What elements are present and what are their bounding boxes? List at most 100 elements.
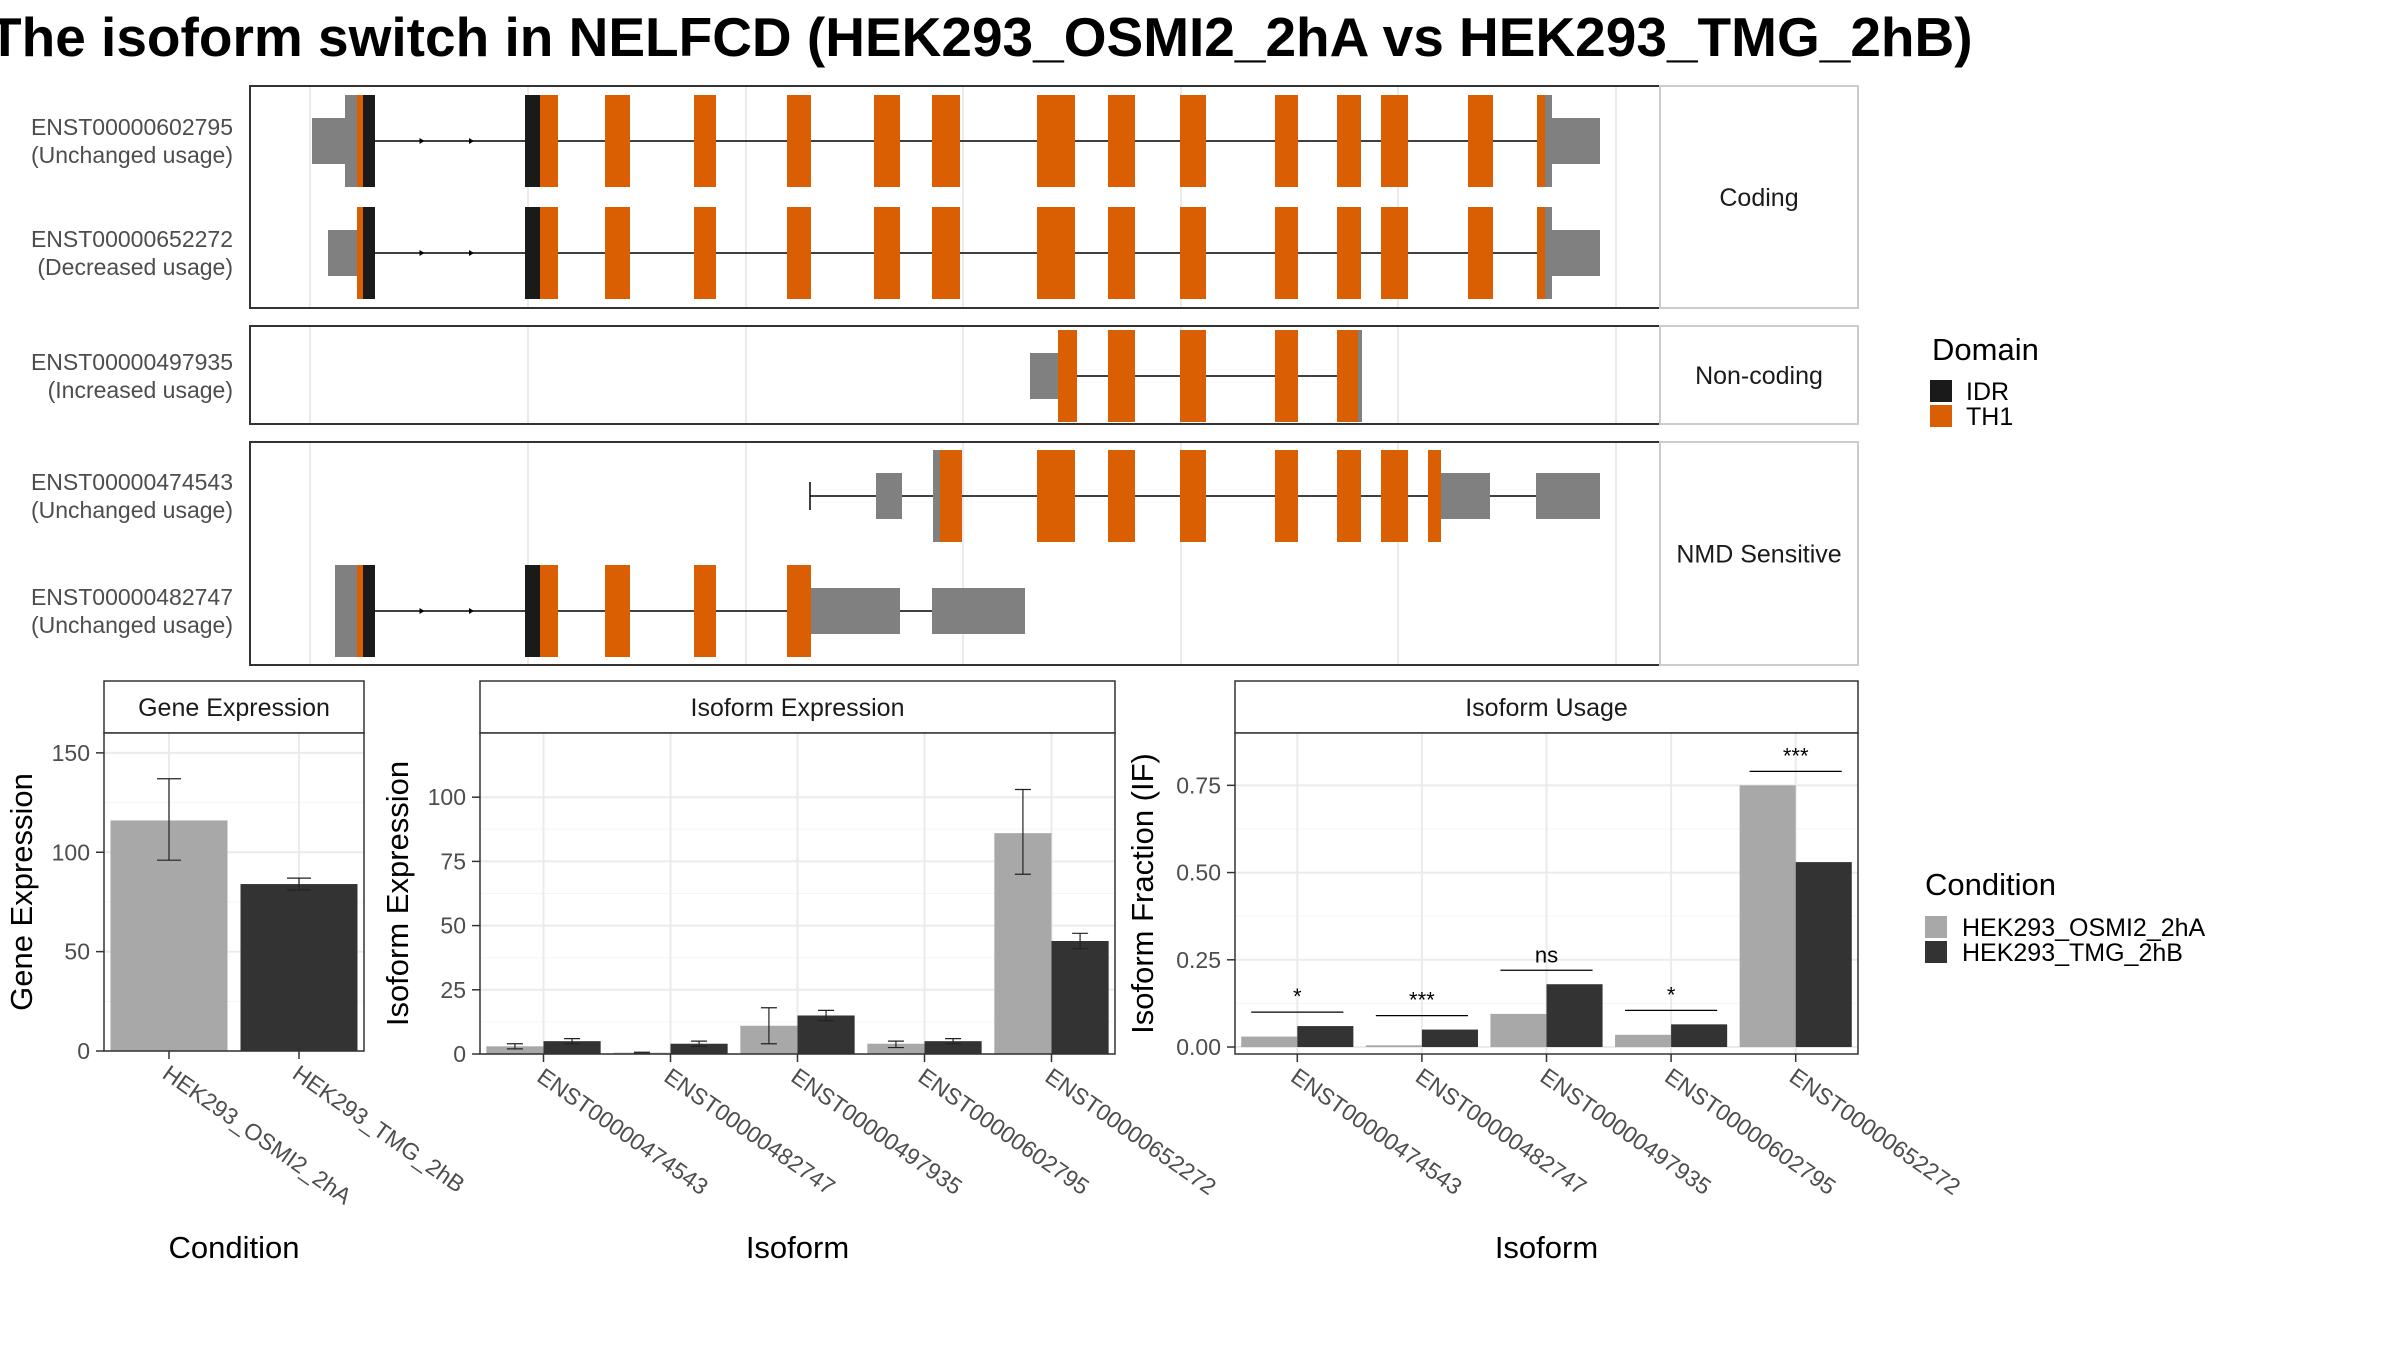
chart-panel-border bbox=[103, 732, 365, 1052]
significance-label: *** bbox=[1783, 743, 1809, 768]
transcript-usage-label: (Unchanged usage) bbox=[31, 142, 233, 168]
structure-facet-strip bbox=[1659, 325, 1859, 425]
intron-direction-arrow bbox=[469, 608, 474, 614]
exon-th1-domain bbox=[1337, 330, 1358, 422]
intron-direction-arrow bbox=[419, 250, 425, 256]
significance-label: * bbox=[1667, 982, 1676, 1007]
exon-utr bbox=[811, 588, 900, 634]
exon-th1-domain bbox=[694, 95, 716, 187]
structure-facet-label: NMD Sensitive bbox=[1676, 541, 1841, 569]
exon-utr bbox=[1030, 353, 1058, 399]
exon-utr bbox=[1441, 473, 1490, 519]
structure-facet-strip bbox=[1659, 441, 1859, 666]
exon-idr-domain bbox=[363, 207, 375, 299]
exon-th1-domain bbox=[1337, 207, 1361, 299]
intron-direction-arrow bbox=[469, 250, 474, 256]
x-axis-title: Isoform bbox=[746, 1230, 849, 1265]
bar-tmg bbox=[1671, 1024, 1728, 1048]
exon-th1-domain bbox=[1108, 95, 1135, 187]
condition-legend: Condition HEK293_OSMI2_2hA HEK293_TMG_2h… bbox=[1925, 867, 2206, 967]
condition-legend-key-osmi bbox=[1925, 916, 1947, 938]
y-tick-label: 0.50 bbox=[1176, 860, 1221, 886]
condition-legend-title: Condition bbox=[1925, 867, 2056, 902]
chart-strip-title: Isoform Usage bbox=[1465, 694, 1628, 722]
y-axis-title: Isoform Expression bbox=[380, 761, 415, 1026]
bar-osmi bbox=[1490, 1013, 1547, 1048]
condition-legend-label-tmg: HEK293_TMG_2hB bbox=[1962, 939, 2183, 967]
y-tick-label: 150 bbox=[52, 740, 90, 766]
exon-th1-domain bbox=[1381, 207, 1408, 299]
domain-legend-label-idr: IDR bbox=[1966, 378, 2009, 406]
exon-th1-domain bbox=[540, 565, 558, 657]
exon-utr bbox=[328, 230, 357, 276]
exon-th1-domain bbox=[1275, 207, 1298, 299]
exon-utr bbox=[933, 450, 940, 542]
bar-tmg bbox=[670, 1043, 728, 1054]
exon-th1-domain bbox=[932, 207, 960, 299]
exon-th1-domain bbox=[540, 207, 558, 299]
y-tick-label: 0 bbox=[77, 1038, 90, 1064]
x-axis-title: Condition bbox=[169, 1230, 300, 1265]
transcript-usage-label: (Decreased usage) bbox=[37, 254, 233, 280]
exon-th1-domain bbox=[1180, 450, 1206, 542]
condition-legend-label-osmi: HEK293_OSMI2_2hA bbox=[1962, 914, 2206, 942]
chart-strip bbox=[1234, 680, 1859, 734]
exon-th1-domain bbox=[787, 565, 811, 657]
exon-utr bbox=[1545, 207, 1552, 299]
bar-osmi bbox=[1739, 785, 1796, 1048]
exon-th1-domain bbox=[932, 95, 960, 187]
exon-th1-domain bbox=[1108, 207, 1135, 299]
exon-th1-domain bbox=[1275, 95, 1298, 187]
exon-th1-domain bbox=[1275, 450, 1298, 542]
exon-th1-domain bbox=[1037, 207, 1075, 299]
y-tick-label: 0.75 bbox=[1176, 772, 1221, 798]
exon-utr bbox=[345, 95, 357, 187]
exon-th1-domain bbox=[1180, 95, 1206, 187]
y-tick-label: 0.00 bbox=[1176, 1034, 1221, 1060]
y-axis-title: Gene Expression bbox=[4, 773, 39, 1011]
exon-th1-domain bbox=[540, 95, 558, 187]
chart-strip bbox=[103, 680, 365, 734]
intron-direction-arrow bbox=[419, 608, 425, 614]
exon-th1-domain bbox=[1381, 450, 1408, 542]
exon-utr bbox=[345, 565, 357, 657]
exon-idr-domain bbox=[525, 565, 540, 657]
exon-th1-domain bbox=[1037, 450, 1075, 542]
bar-tmg bbox=[1297, 1026, 1354, 1048]
exon-th1-domain bbox=[1468, 95, 1493, 187]
exon-th1-domain bbox=[694, 565, 716, 657]
significance-label: * bbox=[1293, 984, 1302, 1009]
structure-facet-label: Non-coding bbox=[1695, 362, 1823, 390]
significance-label: *** bbox=[1409, 988, 1435, 1013]
exon-utr bbox=[1358, 330, 1362, 422]
exon-th1-domain bbox=[874, 95, 900, 187]
exon-utr bbox=[335, 565, 345, 657]
exon-th1-domain bbox=[1108, 330, 1135, 422]
exon-th1-domain bbox=[605, 207, 630, 299]
exon-th1-domain bbox=[1468, 207, 1493, 299]
figure-title: The isoform switch in NELFCD (HEK293_OSM… bbox=[0, 6, 1973, 68]
exon-utr bbox=[932, 588, 1025, 634]
bar-tmg bbox=[543, 1041, 601, 1054]
bar-osmi bbox=[1241, 1036, 1298, 1048]
y-tick-label: 0.25 bbox=[1176, 947, 1221, 973]
bar-osmi bbox=[1615, 1034, 1672, 1048]
y-tick-label: 75 bbox=[440, 848, 466, 874]
domain-legend-key-idr bbox=[1930, 380, 1952, 402]
transcript-id-label: ENST00000482747 bbox=[31, 584, 233, 610]
exon-th1-domain bbox=[357, 207, 363, 299]
y-tick-label: 100 bbox=[52, 839, 90, 865]
y-tick-label: 100 bbox=[428, 784, 466, 810]
exon-th1-domain bbox=[1337, 450, 1361, 542]
significance-label: ns bbox=[1535, 942, 1558, 967]
transcript-id-label: ENST00000474543 bbox=[31, 469, 233, 495]
exon-th1-domain bbox=[1058, 330, 1077, 422]
structure-facet-label: Coding bbox=[1719, 184, 1798, 212]
exon-utr bbox=[1536, 473, 1600, 519]
transcript-usage-label: (Unchanged usage) bbox=[31, 497, 233, 523]
exon-th1-domain bbox=[787, 207, 811, 299]
exon-th1-domain bbox=[1337, 95, 1361, 187]
bar-osmi bbox=[486, 1046, 544, 1054]
exon-th1-domain bbox=[874, 207, 900, 299]
